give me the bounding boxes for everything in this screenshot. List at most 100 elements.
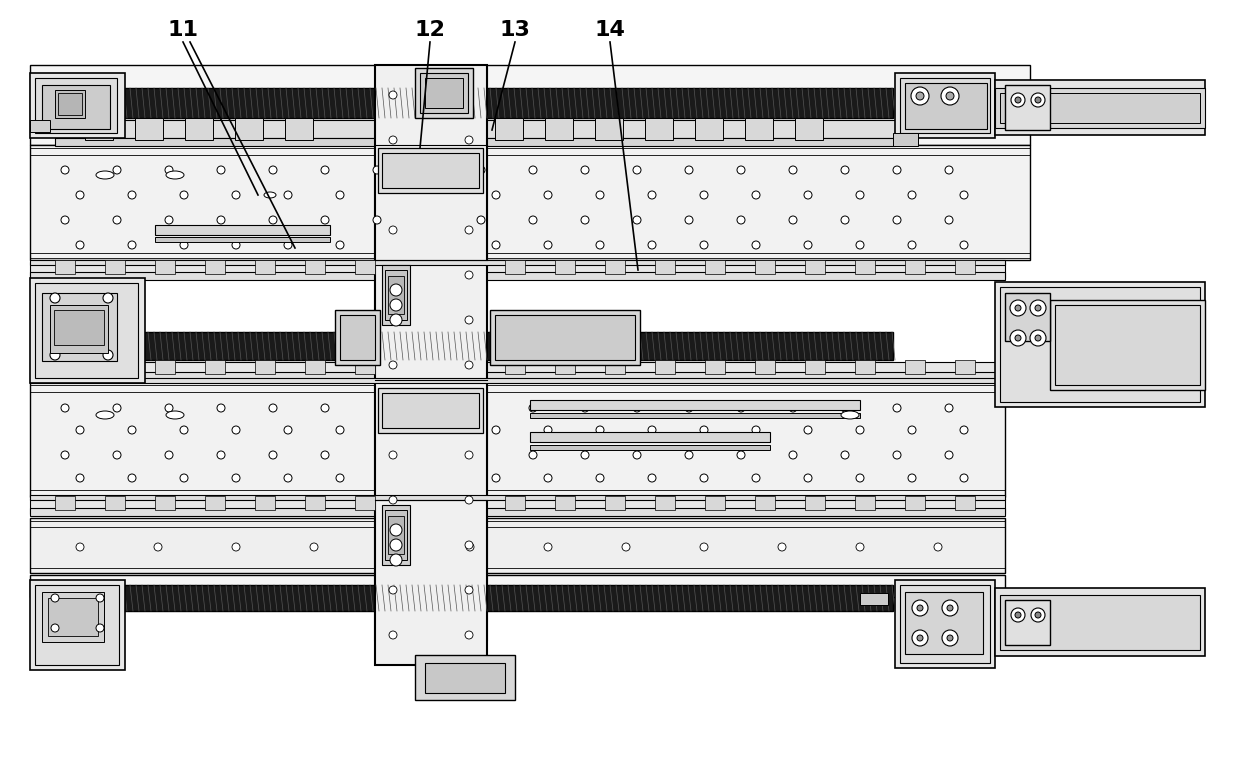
Circle shape — [945, 166, 954, 174]
Bar — [505, 260, 525, 274]
Circle shape — [737, 216, 745, 224]
Bar — [30, 65, 1030, 145]
Circle shape — [701, 241, 708, 249]
Circle shape — [804, 241, 812, 249]
Circle shape — [751, 426, 760, 434]
Circle shape — [934, 543, 942, 551]
Circle shape — [389, 181, 397, 189]
Bar — [50, 305, 108, 353]
Circle shape — [321, 451, 329, 459]
Circle shape — [908, 426, 916, 434]
Bar — [905, 592, 983, 654]
Circle shape — [76, 543, 84, 551]
Bar — [999, 93, 1200, 123]
Circle shape — [217, 404, 224, 412]
Circle shape — [893, 166, 901, 174]
Circle shape — [804, 426, 812, 434]
Circle shape — [465, 541, 472, 549]
Bar — [529, 445, 770, 450]
Circle shape — [95, 594, 104, 602]
Circle shape — [1035, 305, 1042, 311]
Circle shape — [336, 426, 343, 434]
Circle shape — [321, 166, 329, 174]
Circle shape — [217, 216, 224, 224]
Circle shape — [947, 605, 954, 611]
Circle shape — [284, 474, 291, 482]
Circle shape — [391, 314, 402, 326]
Bar — [55, 120, 895, 138]
Circle shape — [789, 451, 797, 459]
Circle shape — [1016, 612, 1021, 618]
Circle shape — [804, 191, 812, 199]
Bar — [55, 585, 893, 611]
Circle shape — [492, 241, 500, 249]
Circle shape — [76, 474, 84, 482]
Circle shape — [1011, 300, 1025, 316]
Bar — [415, 655, 515, 700]
Circle shape — [945, 216, 954, 224]
Bar — [706, 260, 725, 274]
Polygon shape — [374, 68, 487, 640]
Circle shape — [649, 191, 656, 199]
Circle shape — [180, 241, 188, 249]
Bar — [805, 496, 825, 510]
Circle shape — [596, 426, 604, 434]
Bar — [556, 496, 575, 510]
Bar — [900, 585, 990, 663]
Bar — [745, 118, 773, 140]
Circle shape — [789, 166, 797, 174]
Circle shape — [945, 404, 954, 412]
Circle shape — [582, 216, 589, 224]
Bar — [388, 276, 404, 314]
Bar — [645, 118, 673, 140]
Bar — [546, 118, 573, 140]
Bar — [35, 78, 117, 133]
Circle shape — [389, 631, 397, 639]
Bar — [384, 510, 407, 560]
Bar — [895, 73, 994, 138]
Bar — [86, 118, 113, 140]
Bar — [30, 278, 145, 383]
Circle shape — [465, 586, 472, 594]
Circle shape — [751, 191, 760, 199]
Circle shape — [465, 361, 472, 369]
Circle shape — [777, 543, 786, 551]
Bar — [30, 378, 1004, 383]
Bar — [355, 260, 374, 274]
Circle shape — [751, 474, 760, 482]
Bar — [1050, 300, 1205, 390]
Bar — [706, 360, 725, 374]
Bar — [994, 88, 1205, 128]
Bar — [655, 260, 675, 274]
Bar — [355, 360, 374, 374]
Bar — [105, 260, 125, 274]
Circle shape — [465, 136, 472, 144]
Text: 13: 13 — [500, 20, 531, 40]
Bar — [205, 360, 224, 374]
Bar — [35, 283, 138, 378]
Bar — [55, 360, 74, 374]
Bar — [205, 260, 224, 274]
Bar — [755, 260, 775, 274]
Bar — [495, 118, 523, 140]
Circle shape — [113, 404, 122, 412]
Bar — [805, 260, 825, 274]
Circle shape — [466, 543, 474, 551]
Circle shape — [632, 166, 641, 174]
Bar — [425, 663, 505, 693]
Bar — [529, 400, 861, 410]
Circle shape — [1011, 330, 1025, 346]
Circle shape — [61, 216, 69, 224]
Circle shape — [911, 600, 928, 616]
Circle shape — [941, 87, 959, 105]
Circle shape — [389, 91, 397, 99]
Bar — [205, 496, 224, 510]
Bar — [155, 360, 175, 374]
Circle shape — [649, 241, 656, 249]
Bar — [285, 118, 312, 140]
Ellipse shape — [264, 192, 277, 198]
Circle shape — [180, 474, 188, 482]
Bar — [155, 260, 175, 274]
Bar — [605, 496, 625, 510]
Circle shape — [856, 426, 864, 434]
